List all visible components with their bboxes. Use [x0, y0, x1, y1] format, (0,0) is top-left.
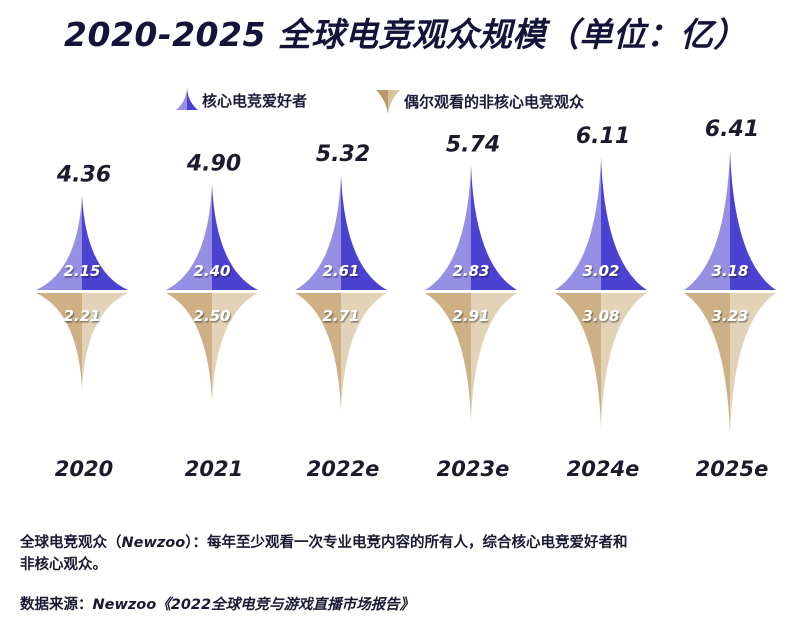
casual-spike-right: [730, 293, 776, 435]
casual-value-label: 2.91: [452, 307, 489, 325]
casual-spike-left: [684, 293, 730, 435]
casual-value-label: 2.71: [322, 307, 359, 325]
total-value-label: 6.11: [576, 124, 630, 149]
casual-value-label: 2.21: [63, 307, 100, 325]
chart-title: 2020-2025 全球电竞观众规模（单位：亿）: [64, 15, 747, 54]
x-tick-label: 2022e: [307, 457, 380, 481]
legend: 核心电竞爱好者 偶尔观看的非核心电竞观众: [0, 88, 811, 114]
total-value-label: 4.90: [186, 151, 241, 176]
legend-label-core: 核心电竞爱好者: [202, 91, 308, 110]
casual-spike-right: [471, 293, 517, 421]
legend-item-core: 核心电竞爱好者: [176, 88, 307, 112]
casual-spike-right: [341, 293, 387, 412]
total-value-label: 4.36: [56, 162, 111, 187]
core-value-label: 2.40: [193, 262, 230, 280]
x-tick-label: 2024e: [567, 457, 640, 481]
core-value-label: 2.61: [322, 262, 359, 280]
core-value-label: 2.15: [63, 262, 100, 280]
definition-prefix: 全球电竞观众（: [20, 535, 122, 551]
x-tick-label: 2023e: [437, 457, 510, 481]
x-tick-label: 2025e: [696, 457, 769, 481]
casual-spike-left: [295, 293, 341, 412]
down-spike-icon: [376, 90, 400, 114]
core-spike-right: [212, 184, 258, 290]
core-spike-right: [341, 175, 387, 290]
definition-source: Newzoo: [121, 535, 186, 551]
legend-item-casual: 偶尔观看的非核心电竞观众: [376, 88, 584, 114]
core-spike-right: [601, 157, 647, 290]
casual-spike-left: [425, 293, 471, 421]
casual-spike-left: [166, 293, 212, 402]
casual-spike-right: [601, 293, 647, 428]
core-spike-left: [684, 150, 730, 290]
casual-value-label: 3.23: [711, 307, 748, 325]
source-note: 数据来源：Newzoo《2022全球电竞与游戏直播市场报告》: [20, 594, 810, 616]
up-spike-icon: [176, 88, 198, 110]
casual-spike-right: [82, 293, 128, 390]
core-spike-right: [82, 195, 128, 290]
x-tick-label: 2021: [185, 457, 243, 481]
casual-spike-right: [212, 293, 258, 402]
definition-note: 全球电竞观众（Newzoo）：每年至少观看一次专业电竞内容的所有人，综合核心电竞…: [20, 532, 810, 576]
core-value-label: 3.02: [582, 262, 619, 280]
legend-label-casual: 偶尔观看的非核心电竞观众: [404, 92, 585, 111]
core-spike-right: [471, 165, 517, 290]
core-spike-left: [166, 184, 212, 290]
core-spike-left: [36, 195, 82, 290]
core-value-label: 2.83: [452, 262, 489, 280]
core-spike-left: [295, 175, 341, 290]
casual-value-label: 3.08: [582, 307, 619, 325]
core-spike-left: [425, 165, 471, 290]
total-value-label: 6.41: [705, 117, 759, 142]
total-value-label: 5.74: [446, 132, 500, 157]
core-value-label: 3.18: [711, 262, 748, 280]
casual-spike-left: [555, 293, 601, 428]
x-tick-label: 2020: [55, 457, 113, 481]
chart-area: 4.36 2.15 2.21 2020 4.90 2.40 2.50 2021 5.32 2.61…: [36, 117, 776, 481]
source-prefix: 数据来源：: [20, 597, 93, 613]
total-value-label: 5.32: [316, 142, 370, 167]
source-text: Newzoo《2022全球电竞与游戏直播市场报告》: [92, 597, 415, 613]
core-spike-left: [555, 157, 601, 290]
casual-value-label: 2.50: [193, 307, 230, 325]
casual-spike-left: [36, 293, 82, 390]
definition-suffix: ）：每年至少观看一次专业电竞内容的所有人，综合核心电竞爱好者和: [185, 535, 628, 551]
definition-line2: 非核心观众。: [20, 557, 107, 573]
core-spike-right: [730, 150, 776, 290]
